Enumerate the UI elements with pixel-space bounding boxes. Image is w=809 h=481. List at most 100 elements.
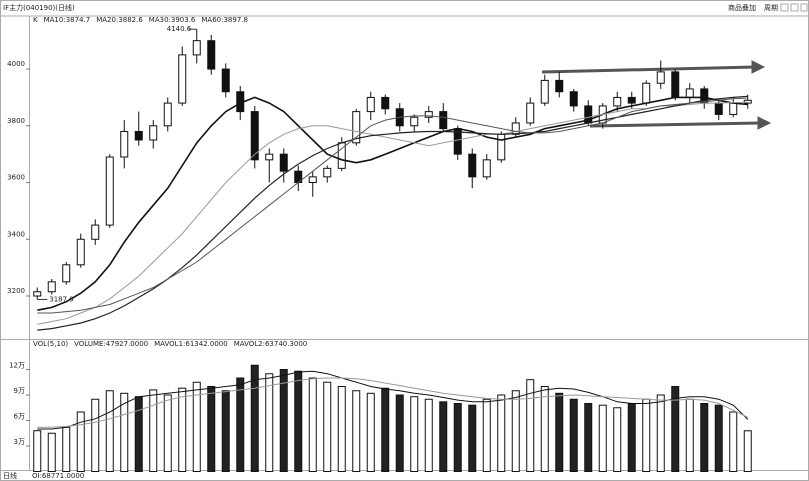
trend-line	[589, 121, 761, 128]
volume-bar	[729, 411, 738, 473]
volume-bar	[424, 398, 433, 472]
candle-body	[192, 40, 201, 56]
chart-title: IF主力(040190)(日线)	[3, 3, 75, 12]
volume-bar	[714, 404, 723, 472]
candle-body	[685, 88, 694, 98]
candle-body	[642, 82, 651, 104]
arrow-head	[757, 116, 772, 130]
legend-entry: MAVOL2:63740.3000	[234, 340, 308, 348]
volume-bar	[192, 381, 201, 473]
candle-body	[76, 238, 85, 266]
volume-bar	[381, 387, 390, 473]
ma-line	[37, 97, 748, 314]
period-label: 日线	[3, 471, 17, 480]
volume-bar	[584, 402, 593, 472]
volume-bar	[613, 407, 622, 473]
volume-bar	[76, 411, 85, 473]
volume-bar	[47, 432, 56, 472]
candle-body	[62, 264, 71, 283]
volume-bar	[468, 404, 477, 472]
volume-bar	[91, 398, 100, 472]
volume-bar	[323, 381, 332, 473]
candle-body	[250, 111, 259, 161]
y-tick-label: 3600	[7, 174, 25, 182]
volume-bar	[482, 398, 491, 472]
volume-bar	[497, 394, 506, 473]
candle-body	[279, 153, 288, 172]
candle-body	[366, 96, 375, 113]
mavol-line	[37, 377, 749, 428]
ma-line	[37, 95, 748, 331]
candle-body	[540, 79, 549, 104]
candle-body	[323, 167, 332, 178]
candle-body	[627, 96, 636, 104]
candle-body	[482, 159, 491, 178]
period-button[interactable]: 周期	[764, 4, 778, 12]
candle-body	[221, 68, 230, 93]
volume-bar	[685, 398, 694, 472]
candle-body	[47, 281, 56, 293]
y-tick-label: 6万	[14, 412, 25, 420]
volume-bar	[526, 379, 535, 472]
volume-bar	[555, 392, 564, 472]
volume-bar	[105, 390, 114, 472]
legend-entry: MA60:3897.8	[201, 16, 248, 24]
candle-body	[555, 79, 564, 93]
volume-bar	[149, 389, 158, 473]
legend-entry: VOLUME:47927.0000	[74, 340, 148, 348]
volume-bar	[62, 426, 71, 472]
candle-body	[163, 102, 172, 127]
window-icon[interactable]	[800, 3, 808, 12]
volume-bar	[656, 394, 665, 473]
candle-body	[613, 96, 622, 107]
legend-entry: MAVOL1:61342.0000	[154, 340, 228, 348]
candle-body	[381, 96, 390, 110]
window-icon[interactable]	[780, 3, 789, 12]
y-tick-label: 4000	[7, 60, 25, 68]
window-icon[interactable]	[790, 3, 799, 12]
volume-bar	[569, 398, 578, 472]
annotation: 3187.9	[49, 295, 74, 303]
ma-line	[37, 101, 748, 325]
legend-entry: MA10:3874.7	[44, 16, 91, 24]
y-tick-label: 9万	[14, 387, 25, 395]
candle-body	[352, 111, 361, 144]
legend-entry: MA30:3903.6	[149, 16, 196, 24]
volume-bar	[163, 394, 172, 473]
candle-body	[207, 40, 216, 70]
candle-body	[714, 102, 723, 115]
candle-body	[120, 130, 129, 158]
volume-bar	[236, 377, 245, 472]
volume-bar	[337, 385, 346, 472]
volume-bar	[700, 402, 709, 472]
y-tick-label: 12万	[9, 361, 25, 369]
trend-arrows	[541, 60, 772, 130]
volume-bar	[134, 396, 143, 472]
volume-bar	[540, 385, 549, 472]
arrow-head	[751, 60, 766, 74]
volume-bar	[207, 385, 216, 472]
candle-body	[569, 91, 578, 107]
candle-body	[105, 156, 114, 226]
candle-body	[424, 111, 433, 118]
volume-bar	[352, 390, 361, 472]
candle-body	[178, 54, 187, 104]
candle-body	[149, 125, 158, 141]
legend-entry: MA20:3882.6	[96, 16, 143, 24]
volume-bar	[453, 402, 462, 472]
candle-body	[729, 102, 738, 115]
overlay-button[interactable]: 商品叠加	[728, 3, 756, 12]
open-interest: OI:68771.0000	[32, 472, 84, 480]
candle-body	[526, 102, 535, 124]
legend-entry: K	[33, 16, 38, 24]
volume-bar	[366, 392, 375, 472]
ma-line	[37, 96, 748, 311]
candle-body	[511, 122, 520, 135]
y-tick-label: 3800	[7, 117, 25, 125]
volume-bar	[743, 430, 752, 472]
y-tick-label: 3400	[7, 230, 25, 238]
volume-bar	[250, 364, 259, 473]
volume-bar	[439, 401, 448, 473]
volume-bar	[627, 402, 636, 472]
